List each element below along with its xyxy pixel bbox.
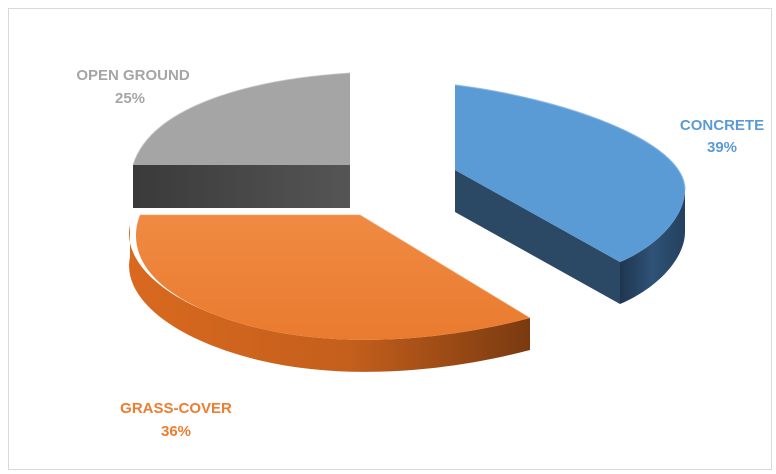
label-concrete-value: 39%: [707, 139, 737, 156]
slice-open-ground[interactable]: [132, 72, 351, 208]
slice-grass-cover-top: [135, 215, 530, 340]
slice-grass-cover-wall: [129, 225, 530, 372]
slice-concrete[interactable]: [454, 84, 686, 304]
slice-open-ground-wall: [133, 165, 350, 208]
label-open-ground: OPEN GROUND: [76, 67, 190, 84]
label-grass-cover: GRASS-COVER: [120, 400, 232, 417]
label-grass-cover-value: 36%: [161, 423, 191, 440]
slice-concrete-top: [455, 85, 685, 262]
label-open-ground-value: 25%: [115, 90, 145, 107]
slice-concrete-wall: [620, 190, 685, 304]
label-concrete: CONCRETE: [680, 117, 764, 134]
slice-grass-cover[interactable]: [129, 214, 531, 372]
slice-concrete-side: [455, 170, 620, 304]
slice-open-ground-top: [133, 73, 350, 165]
